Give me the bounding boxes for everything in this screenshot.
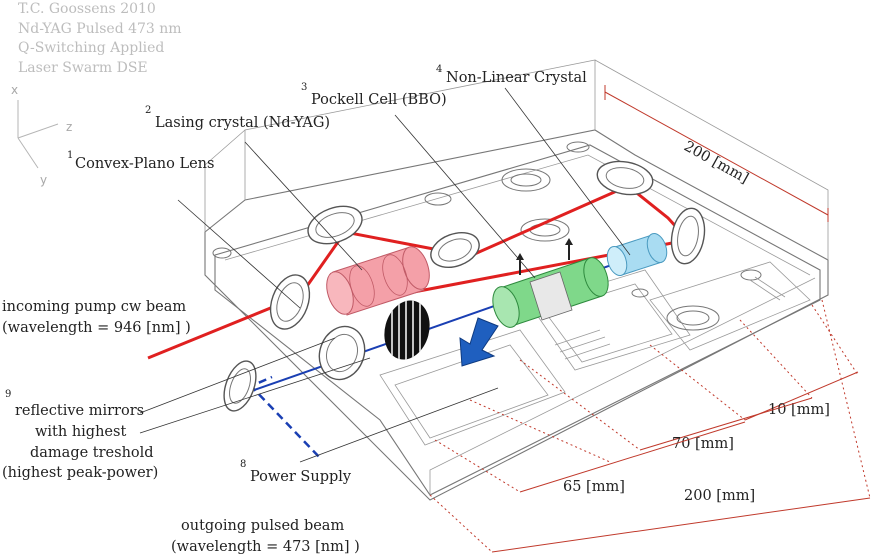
component-4-label: Non-Linear Crystal [446,70,587,86]
mirror-ring-4 [596,160,654,196]
component-8-label: Power Supply [250,469,352,485]
meta-author: T.C. Goossens 2010 [18,1,156,17]
component-9-line-3: damage treshold [30,445,154,461]
mirror-ring-3 [430,232,480,268]
component-9-line-2: with highest [35,424,126,440]
component-4-number: 4 [436,64,442,75]
dim-top-200: 200 [mm] [681,139,751,187]
mirror-ring-1 [269,274,311,330]
component-2-number: 2 [145,105,151,116]
axis-y-label: y [40,173,47,187]
component-1-label: Convex-Plano Lens [75,156,214,172]
lasing-crystal [326,246,430,316]
dim-bottom-200: 200 [mm] [684,488,755,504]
mirror-ring-6 [318,325,366,381]
output-beam-label-1: outgoing pulsed beam [181,518,344,534]
component-2-label: Lasing crystal (Nd-YAG) [155,115,330,131]
component-1-number: 1 [67,150,73,161]
axis-x-label: x [11,83,18,97]
output-beam-exit [249,384,323,461]
component-3-number: 3 [301,82,307,93]
component-9-line-4: (highest peak-power) [2,465,158,481]
polarizer-disc [384,295,430,365]
axis-z-label: z [66,120,72,134]
output-beam-label-2: (wavelength = 473 [nm] ) [171,539,360,555]
dim-65: 65 [mm] [563,479,625,495]
nonlinear-crystal [606,232,668,277]
insert-arrow-icon [459,317,499,367]
meta-mode: Q-Switching Applied [18,40,164,56]
component-3-label: Pockell Cell (BBO) [311,92,447,108]
dim-10: 10 [mm] [768,402,830,418]
meta-project: Laser Swarm DSE [18,60,148,76]
dimension-lines: 200 [mm] 10 [mm] 70 [mm] 65 [mm] 200 [mm… [429,85,871,553]
optics [223,160,706,412]
mirror-ring-5 [670,207,706,265]
pockels-cell [492,238,609,328]
axis-triad: x z y [11,83,72,187]
component-8-number: 8 [240,459,246,470]
mirror-ring-2 [307,205,363,245]
meta-laser: Nd-YAG Pulsed 473 nm [18,21,182,37]
pump-beam-label-2: (wavelength = 946 [nm] ) [2,320,191,336]
component-9-line-1: reflective mirrors [15,403,144,419]
dim-70: 70 [mm] [672,436,734,452]
mirror-ring-7 [223,360,257,412]
component-9-number: 9 [5,389,11,400]
pump-beam-label-1: incoming pump cw beam [2,299,186,315]
component-labels: 1 Convex-Plano Lens 2 Lasing crystal (Nd… [2,64,631,555]
